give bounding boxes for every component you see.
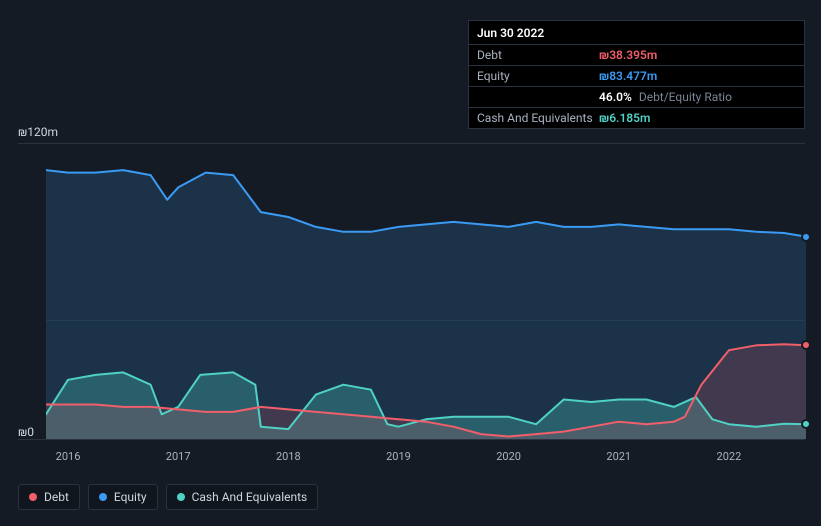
- grid-line: [18, 439, 805, 440]
- x-axis-tick: 2016: [56, 450, 81, 463]
- x-axis-tick: 2018: [276, 450, 301, 463]
- chart-svg: [46, 143, 806, 439]
- tooltip-row-equity: Equity ₪83.477m: [469, 66, 804, 87]
- x-axis: 2016 2017 2018 2019 2020 2021 2022: [46, 450, 806, 468]
- tooltip-value: ₪6.185m: [599, 111, 650, 125]
- legend-item-debt[interactable]: Debt: [18, 484, 80, 510]
- x-axis-tick: 2017: [166, 450, 191, 463]
- chart-legend: Debt Equity Cash And Equivalents: [18, 484, 318, 510]
- y-axis-label-max: ₪120m: [18, 125, 58, 139]
- tooltip-label: Debt: [477, 48, 599, 62]
- tooltip-row-cash: Cash And Equivalents ₪6.185m: [469, 108, 804, 128]
- series-end-dot-icon: [801, 232, 811, 242]
- x-axis-tick: 2020: [496, 450, 521, 463]
- x-axis-tick: 2022: [717, 450, 742, 463]
- x-axis-tick: 2021: [606, 450, 631, 463]
- chart-container: Jun 30 2022 Debt ₪38.395m Equity ₪83.477…: [0, 0, 821, 526]
- legend-dot-icon: [99, 493, 107, 501]
- tooltip-value: ₪38.395m: [599, 48, 657, 62]
- x-axis-tick: 2019: [386, 450, 411, 463]
- legend-label: Cash And Equivalents: [192, 490, 308, 504]
- legend-dot-icon: [177, 493, 185, 501]
- chart-plot-area[interactable]: [46, 143, 806, 439]
- tooltip-label: Equity: [477, 69, 599, 83]
- tooltip-label: [477, 90, 599, 104]
- y-axis-label-min: ₪0: [18, 425, 34, 439]
- tooltip-date: Jun 30 2022: [469, 21, 804, 45]
- tooltip-row-ratio: 46.0% Debt/Equity Ratio: [469, 87, 804, 108]
- series-end-dot-icon: [801, 419, 811, 429]
- tooltip-ratio: 46.0% Debt/Equity Ratio: [599, 90, 732, 104]
- legend-item-cash[interactable]: Cash And Equivalents: [166, 484, 319, 510]
- legend-dot-icon: [29, 493, 37, 501]
- tooltip-row-debt: Debt ₪38.395m: [469, 45, 804, 66]
- tooltip-label: Cash And Equivalents: [477, 111, 599, 125]
- tooltip-value: ₪83.477m: [599, 69, 657, 83]
- legend-item-equity[interactable]: Equity: [88, 484, 158, 510]
- chart-tooltip: Jun 30 2022 Debt ₪38.395m Equity ₪83.477…: [468, 20, 805, 129]
- legend-label: Debt: [44, 490, 69, 504]
- series-end-dot-icon: [801, 340, 811, 350]
- legend-label: Equity: [114, 490, 147, 504]
